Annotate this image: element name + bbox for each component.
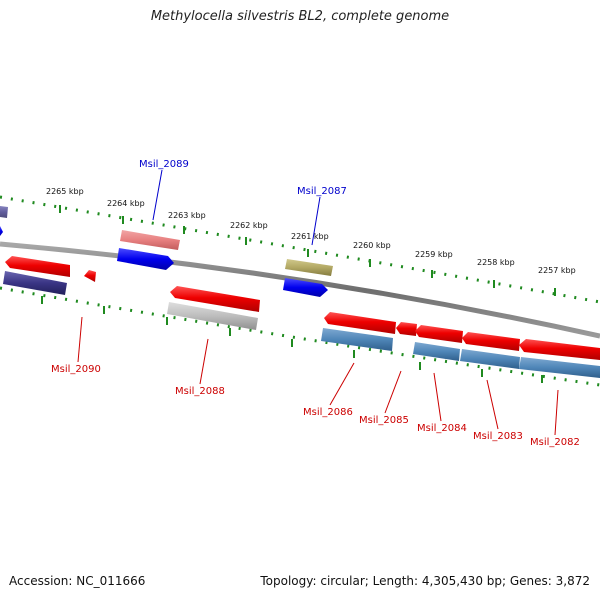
tick-rails <box>0 195 600 387</box>
scale-label: 2258 kbp <box>477 258 515 267</box>
feature-block[interactable] <box>321 328 393 351</box>
scale-label: 2257 kbp <box>538 266 576 275</box>
feature-block[interactable] <box>285 259 333 276</box>
scale-label: 2265 kbp <box>46 187 84 196</box>
gene-label-msil-2082[interactable]: Msil_2082 <box>530 437 580 448</box>
scale-labels: 2265 kbp 2264 kbp 2263 kbp 2262 kbp 2261… <box>46 187 576 275</box>
gene-label-msil-2084[interactable]: Msil_2084 <box>417 423 467 434</box>
feature-block[interactable] <box>460 349 520 369</box>
feature-block[interactable] <box>396 322 417 336</box>
forward-features[interactable] <box>0 206 333 297</box>
scale-label: 2262 kbp <box>230 221 268 230</box>
accession-text: Accession: NC_011666 <box>9 574 146 588</box>
gene-label-msil-2090[interactable]: Msil_2090 <box>51 364 101 375</box>
genome-backbone <box>0 241 600 339</box>
scale-label: 2260 kbp <box>353 241 391 250</box>
feature-block[interactable] <box>0 206 8 218</box>
feature-block[interactable] <box>519 339 600 360</box>
feature-block[interactable] <box>283 278 328 297</box>
scale-label: 2259 kbp <box>415 250 453 259</box>
feature-block[interactable] <box>84 270 96 282</box>
feature-block[interactable] <box>519 357 600 378</box>
feature-block[interactable] <box>413 342 460 361</box>
genome-summary-text: Topology: circular; Length: 4,305,430 bp… <box>260 574 590 588</box>
feature-block[interactable] <box>462 332 520 351</box>
label-leaders <box>77 169 559 436</box>
feature-block[interactable] <box>3 271 67 295</box>
major-ticks <box>41 205 556 383</box>
gene-label-msil-2085[interactable]: Msil_2085 <box>359 415 409 426</box>
gene-label-msil-2087[interactable]: Msil_2087 <box>297 186 347 197</box>
gene-label-msil-2089[interactable]: Msil_2089 <box>139 159 189 170</box>
gene-label-msil-2083[interactable]: Msil_2083 <box>473 431 523 442</box>
gene-labels: Msil_2089 Msil_2087 Msil_2090 Msil_2088 … <box>51 159 580 448</box>
feature-block[interactable] <box>5 256 70 277</box>
feature-block[interactable] <box>167 302 258 330</box>
gene-label-msil-2086[interactable]: Msil_2086 <box>303 407 353 418</box>
feature-block[interactable] <box>324 312 396 334</box>
scale-label: 2264 kbp <box>107 199 145 208</box>
scale-label: 2263 kbp <box>168 211 206 220</box>
feature-block[interactable] <box>170 286 260 312</box>
feature-block[interactable] <box>120 230 180 250</box>
feature-block[interactable] <box>415 325 463 343</box>
feature-block[interactable] <box>0 226 3 236</box>
gene-label-msil-2088[interactable]: Msil_2088 <box>175 386 225 397</box>
reverse-features[interactable] <box>3 256 600 378</box>
scale-label: 2261 kbp <box>291 232 329 241</box>
genome-title: Methylocella silvestris BL2, complete ge… <box>150 9 450 24</box>
feature-block[interactable] <box>117 248 174 270</box>
